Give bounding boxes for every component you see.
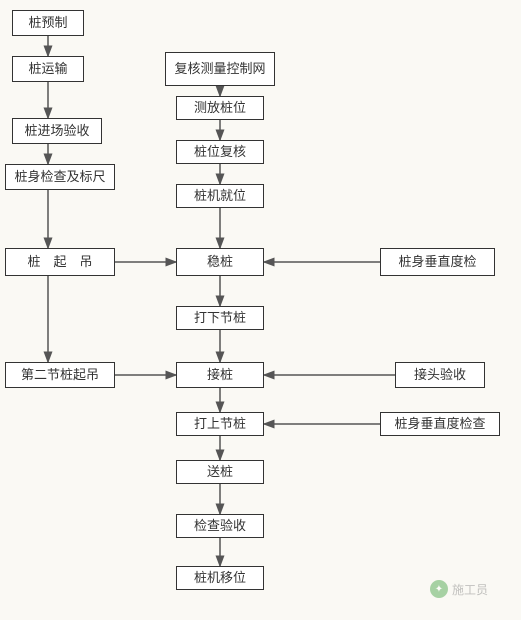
flow-node-r1: 桩身垂直度检	[380, 248, 495, 276]
flow-node-m8: 打上节桩	[176, 412, 264, 436]
flow-node-m11: 桩机移位	[176, 566, 264, 590]
flow-node-r2: 接头验收	[395, 362, 485, 388]
watermark: ✦ 施工员	[430, 580, 488, 598]
flow-node-n4: 桩身检查及标尺	[5, 164, 115, 190]
flow-node-n2: 桩运输	[12, 56, 84, 82]
flow-node-m5: 稳桩	[176, 248, 264, 276]
flow-node-n5: 桩 起 吊	[5, 248, 115, 276]
watermark-label: 施工员	[452, 581, 488, 598]
flow-node-m7: 接桩	[176, 362, 264, 388]
flow-node-m1: 复核测量控制网	[165, 52, 275, 86]
flow-node-m2: 测放桩位	[176, 96, 264, 120]
flow-node-m9: 送桩	[176, 460, 264, 484]
watermark-icon: ✦	[430, 580, 448, 598]
flow-node-m10: 检查验收	[176, 514, 264, 538]
flow-node-m6: 打下节桩	[176, 306, 264, 330]
flow-node-n1: 桩预制	[12, 10, 84, 36]
flow-node-m4: 桩机就位	[176, 184, 264, 208]
flowchart-canvas: 桩预制桩运输桩进场验收桩身检查及标尺桩 起 吊第二节桩起吊 复核测量控制网测放桩位…	[0, 0, 521, 620]
flow-node-m3: 桩位复核	[176, 140, 264, 164]
flow-node-r3: 桩身垂直度检查	[380, 412, 500, 436]
flow-node-n6: 第二节桩起吊	[5, 362, 115, 388]
flow-node-n3: 桩进场验收	[12, 118, 102, 144]
